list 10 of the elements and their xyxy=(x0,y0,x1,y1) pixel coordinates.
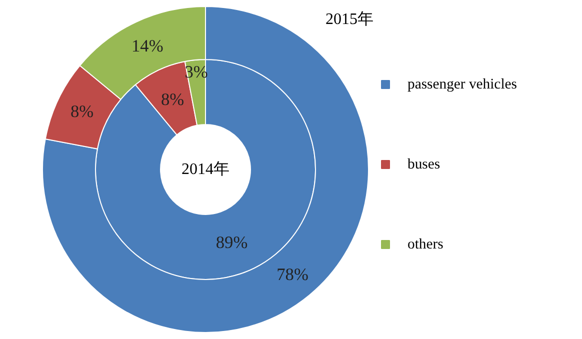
slice-label: 2015年 xyxy=(326,11,374,28)
legend-label: buses xyxy=(408,156,440,172)
data-label: 14% xyxy=(132,36,164,56)
data-label: 8% xyxy=(160,90,184,109)
data-label: 89% xyxy=(216,232,248,252)
legend-label: others xyxy=(408,236,444,252)
legend-label: passenger vehicles xyxy=(408,76,518,92)
data-label: 78% xyxy=(276,265,308,284)
data-label: 8% xyxy=(70,102,94,121)
slice-label: 2014年 xyxy=(182,161,230,178)
